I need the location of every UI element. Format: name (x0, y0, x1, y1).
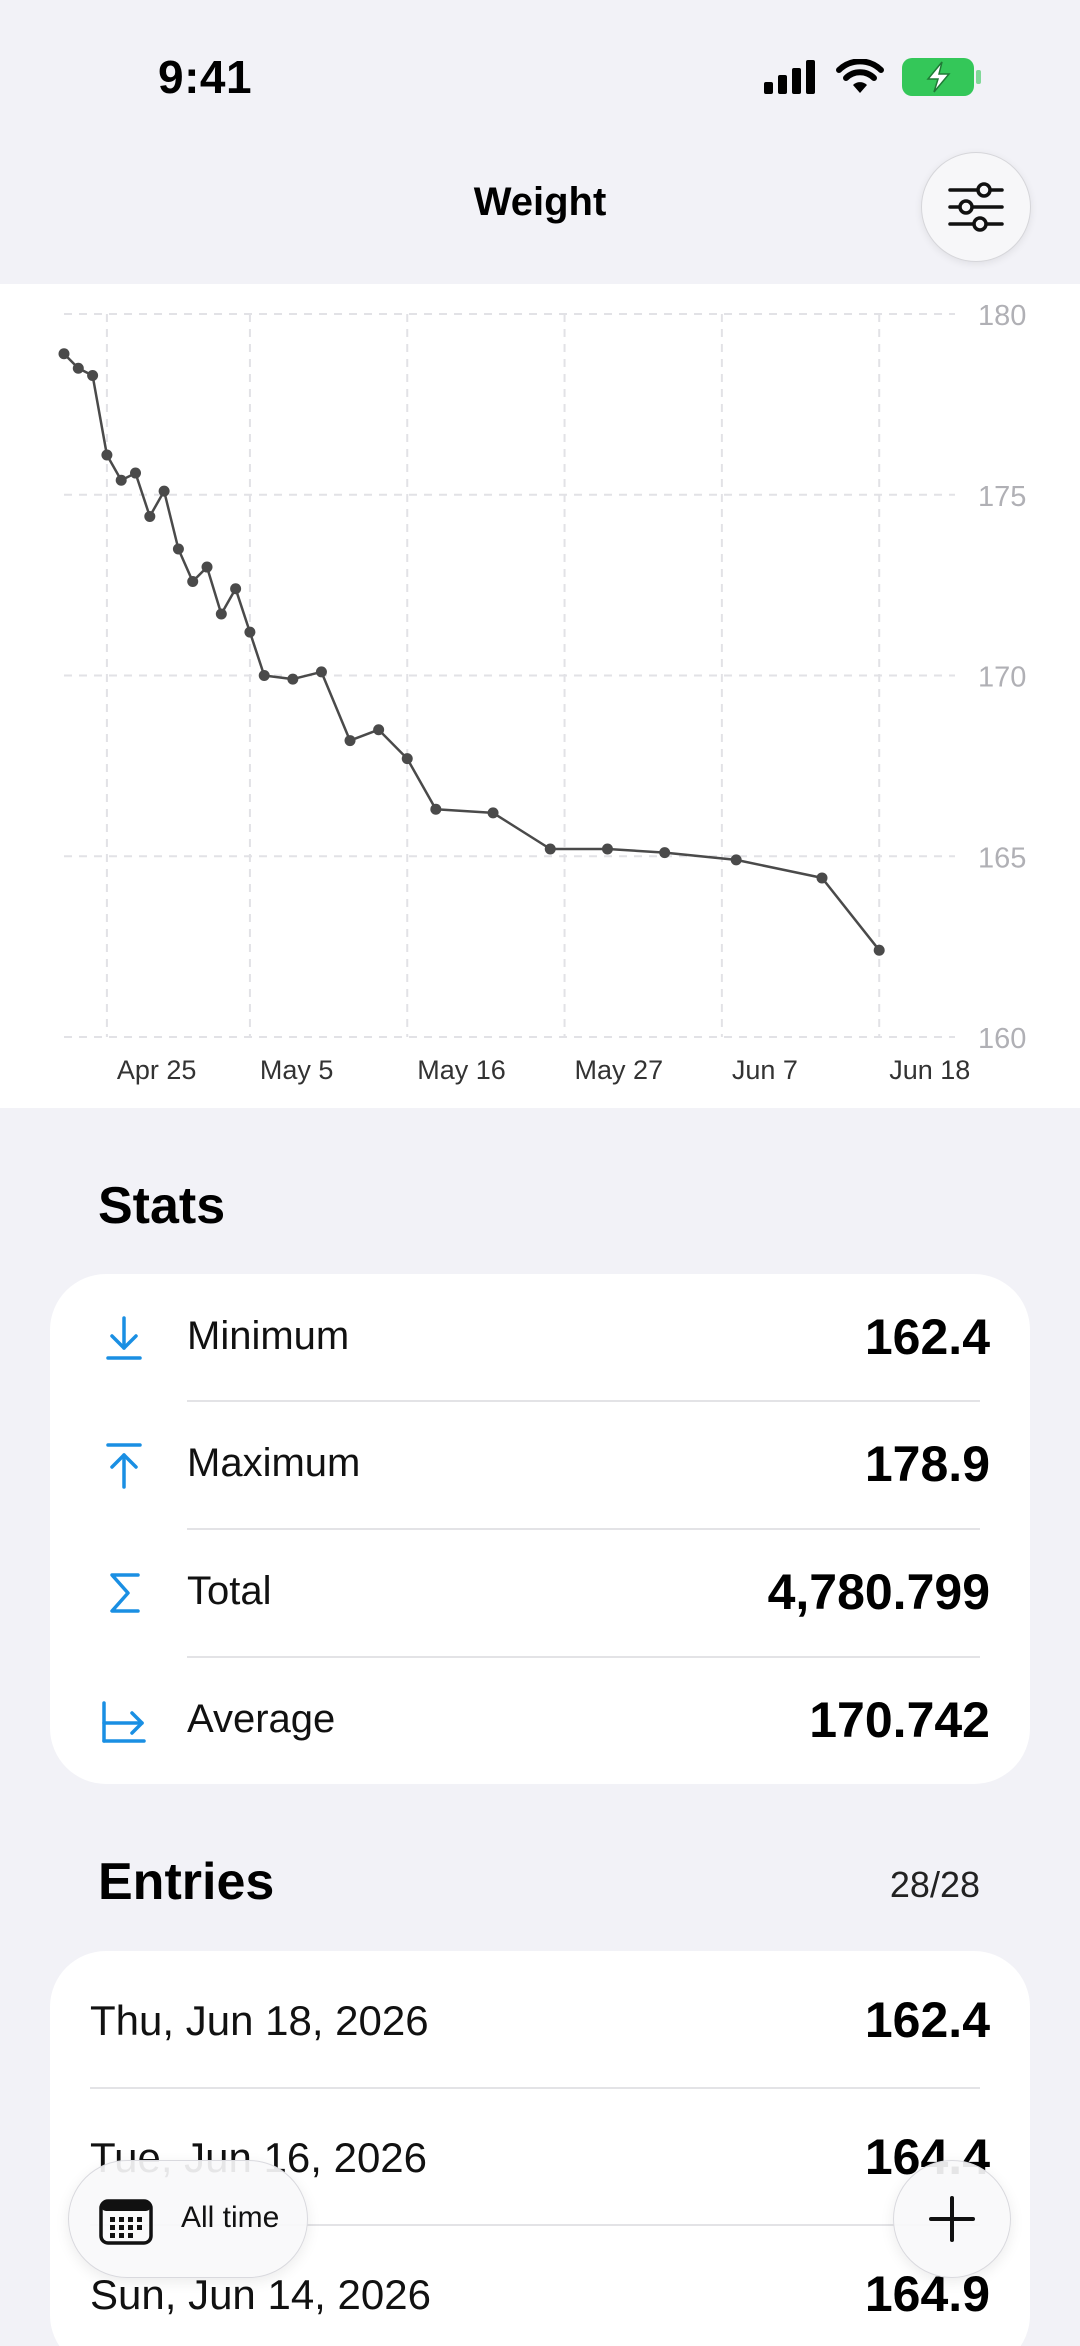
data-point (487, 807, 499, 819)
entry-value: 162.4 (864, 1992, 990, 2048)
data-point (873, 944, 885, 956)
data-point (130, 467, 142, 479)
divider (90, 2224, 980, 2226)
status-icons (764, 58, 982, 96)
x-tick-label: May 16 (417, 1055, 506, 1085)
status-bar: 9:41 (0, 0, 1080, 140)
entries-title: Entries (98, 1853, 275, 1911)
stat-label: Minimum (187, 1314, 350, 1358)
data-point (258, 670, 270, 681)
stat-value: 170.742 (809, 1692, 990, 1748)
data-point (373, 724, 385, 736)
data-point (230, 583, 242, 595)
calendar-icon (99, 2199, 153, 2245)
x-tick-label: Jun 18 (889, 1055, 970, 1085)
stat-label: Maximum (187, 1441, 361, 1485)
data-point (730, 854, 742, 866)
stat-label: Average (187, 1697, 336, 1741)
x-tick-label: Jun 7 (732, 1055, 798, 1085)
entries-card: Thu, Jun 18, 2026 162.4 Tue, Jun 16, 202… (50, 1951, 1030, 2346)
sliders-icon (948, 182, 1004, 232)
data-point (201, 561, 213, 573)
data-point (101, 449, 113, 461)
data-point (144, 510, 156, 522)
data-point (172, 543, 184, 555)
plus-icon (929, 2196, 975, 2242)
divider (90, 2087, 980, 2089)
stat-value: 4,780.799 (767, 1564, 990, 1620)
status-time: 9:41 (158, 51, 253, 103)
divider (187, 1528, 980, 1530)
x-tick-label: Apr 25 (117, 1055, 197, 1085)
data-point (601, 843, 613, 855)
x-tick-label: May 27 (575, 1055, 664, 1085)
weight-chart[interactable]: 160 165 170 175 180 Apr 25 May 5 May 16 May 27 Ju… (0, 284, 1080, 1108)
divider (187, 1656, 980, 1658)
data-point (58, 348, 70, 360)
y-tick-label: 160 (978, 1023, 1026, 1055)
data-point (315, 666, 327, 678)
data-point (72, 362, 84, 374)
data-point (344, 735, 356, 747)
data-point (87, 369, 99, 381)
stat-label: Total (187, 1569, 272, 1613)
data-point (816, 872, 828, 884)
data-point (187, 576, 199, 588)
data-point (287, 673, 299, 685)
data-point (115, 474, 127, 486)
chart-svg: 160 165 170 175 180 Apr 25 May 5 May 16 May 27 Ju… (58, 300, 1026, 1085)
entry-row[interactable]: Sun, Jun 14, 2026 164.9 (50, 2225, 1030, 2346)
data-point (401, 753, 413, 765)
data-point (158, 485, 170, 497)
stat-row-total: Total 4,780.799 (50, 1529, 1030, 1656)
series-line (63, 352, 881, 951)
data-point (659, 847, 671, 859)
stat-row-maximum: Maximum 178.9 (50, 1401, 1030, 1528)
stats-title: Stats (98, 1177, 226, 1235)
data-point (430, 803, 442, 815)
stat-value: 178.9 (864, 1436, 990, 1492)
divider (187, 1400, 980, 1402)
entry-date: Sun, Jun 14, 2026 (90, 2271, 431, 2318)
x-tick-label: May 5 (260, 1055, 334, 1085)
y-tick-label: 175 (978, 481, 1026, 513)
stat-value: 162.4 (864, 1309, 990, 1365)
page-title: Weight (473, 180, 607, 224)
cellular-signal-icon (764, 60, 815, 94)
wifi-icon (836, 59, 884, 93)
entry-row[interactable]: Thu, Jun 18, 2026 162.4 (50, 1951, 1030, 2088)
data-point (215, 608, 227, 620)
data-point (544, 843, 556, 855)
y-tick-label: 170 (978, 662, 1026, 694)
stat-row-minimum: Minimum 162.4 (50, 1274, 1030, 1401)
arrow-up-to-line-icon (106, 1443, 142, 1489)
stat-row-average: Average 170.742 (50, 1657, 1030, 1784)
data-point (244, 626, 256, 638)
battery-charging-icon (902, 58, 981, 96)
arrow-down-to-line-icon (106, 1316, 142, 1360)
date-range-button[interactable]: All time (68, 2160, 308, 2278)
sigma-icon (110, 1573, 140, 1613)
add-entry-button[interactable] (893, 2160, 1011, 2278)
filter-button[interactable] (921, 152, 1031, 262)
entry-date: Thu, Jun 18, 2026 (90, 1997, 429, 2044)
y-tick-label: 165 (978, 842, 1026, 874)
entries-count: 28/28 (889, 1864, 980, 1905)
y-tick-label: 180 (978, 300, 1026, 332)
date-range-label: All time (181, 2201, 280, 2234)
stats-card: Minimum 162.4 Maximum 178.9 Total 4,780.… (50, 1274, 1030, 1784)
average-arrow-icon (102, 1701, 146, 1743)
